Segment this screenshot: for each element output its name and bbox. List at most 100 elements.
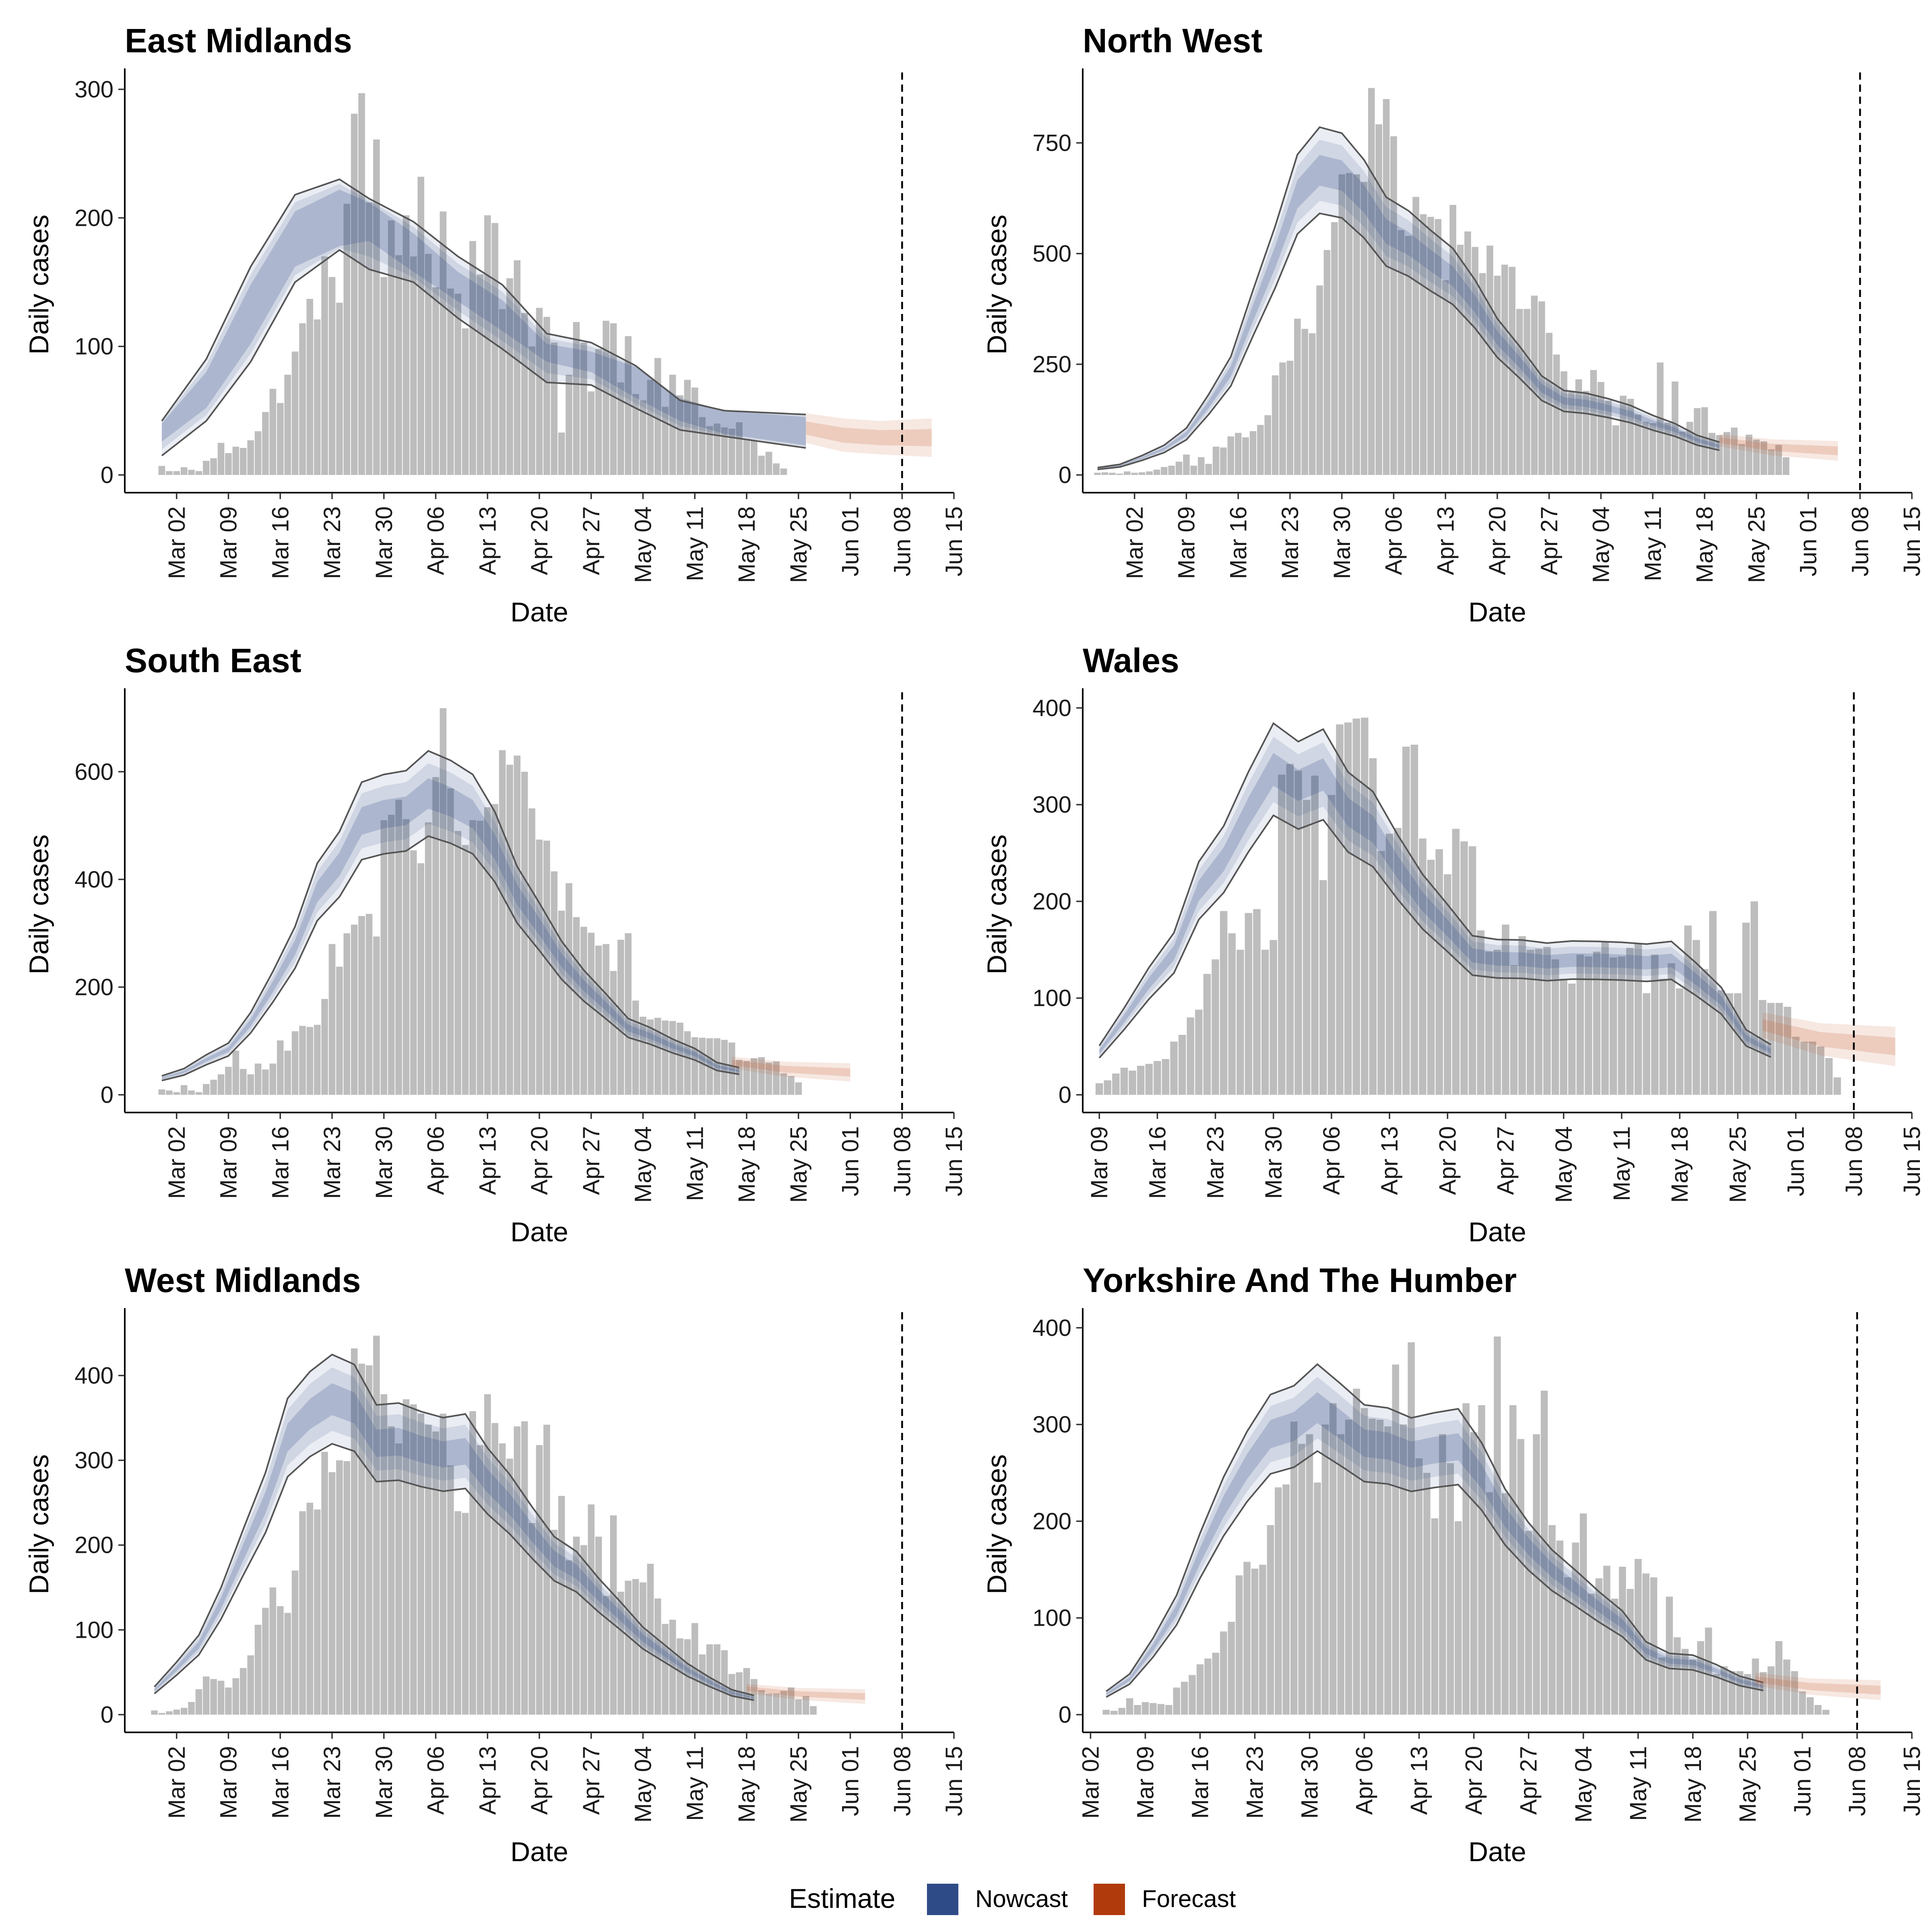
case-bar (1681, 1649, 1689, 1715)
case-bar (1595, 1578, 1603, 1715)
case-bar (558, 432, 565, 475)
nowcast-ci-upper-line (1098, 722, 1771, 1046)
case-bar (1415, 1458, 1423, 1715)
case-bar (247, 440, 254, 475)
case-bar (410, 256, 417, 475)
case-bar (1170, 1041, 1178, 1095)
case-bar (1478, 1405, 1485, 1715)
case-bar (1750, 901, 1758, 1095)
case-bar (573, 322, 580, 475)
case-bar (1154, 1061, 1161, 1095)
case-bar (1253, 909, 1261, 1095)
case-bar (691, 1037, 698, 1095)
forecast-band-inner (806, 421, 932, 446)
case-bar (277, 1606, 284, 1715)
x-tick-label: Mar 02 (1077, 1746, 1104, 1819)
case-bar (1227, 436, 1234, 475)
case-bar (1611, 1598, 1618, 1715)
x-tick-label: May 11 (682, 1746, 708, 1821)
x-tick-label: May 11 (682, 1126, 708, 1201)
forecast-band-inner (1755, 1676, 1881, 1695)
x-tick-label: Jun 01 (1790, 1746, 1816, 1816)
case-bar (1316, 285, 1323, 475)
case-bar (1494, 276, 1501, 475)
case-bar (1576, 954, 1584, 1095)
case-bar (1110, 1711, 1118, 1715)
case-bar (743, 1668, 750, 1715)
x-tick-label: Mar 30 (371, 506, 397, 579)
case-bar (491, 1423, 498, 1715)
case-bar (1693, 940, 1700, 1095)
case-bar (269, 1587, 277, 1715)
x-tick-label: Mar 16 (267, 506, 293, 579)
case-bar (625, 1581, 632, 1715)
case-bar (1518, 936, 1526, 1095)
case-bar (1220, 447, 1227, 475)
case-bar (1783, 1660, 1790, 1715)
nowcast-ci-lower-line (1106, 1450, 1764, 1698)
panel-north-west: North West 0 250 500 750 Mar 02 Mar 09 Mar 16 Ma… (982, 22, 1925, 627)
case-bars (158, 708, 802, 1095)
case-bar (647, 1019, 654, 1095)
nowcast-band-50 (162, 184, 806, 450)
case-bar (240, 1668, 247, 1715)
case-bar (240, 1069, 247, 1095)
case-bar (328, 1472, 336, 1715)
case-bar (1286, 361, 1294, 475)
case-bar (1338, 174, 1346, 475)
case-bar (336, 966, 343, 1095)
case-bar (580, 343, 587, 475)
case-bar (306, 1027, 314, 1095)
case-bar (1676, 988, 1684, 1095)
case-bar (351, 114, 358, 475)
case-bar (484, 1394, 491, 1715)
x-tick-label: Mar 30 (1297, 1746, 1323, 1819)
x-tick-label: Jun 01 (838, 1746, 864, 1816)
case-bar (1321, 1424, 1329, 1715)
forecast-band-outer (1755, 1673, 1881, 1700)
x-tick-label: May 25 (1725, 1126, 1751, 1203)
case-bar (1271, 375, 1279, 475)
case-bar (277, 403, 284, 475)
case-bar (617, 382, 624, 475)
nowcast-ci-lower-line (161, 835, 739, 1082)
x-tick-label: Mar 02 (1122, 506, 1148, 579)
case-bar (225, 453, 232, 475)
case-bar (617, 1591, 624, 1715)
x-tick-label: Apr 06 (423, 1746, 449, 1815)
legend-title: Estimate (789, 1883, 896, 1914)
case-bar (499, 1443, 506, 1715)
y-axis-title: Daily cases (982, 215, 1012, 355)
case-bar (506, 278, 513, 475)
case-bar (1501, 1493, 1509, 1715)
case-bar (299, 1511, 306, 1715)
panel-wales: Wales 0 100 200 300 400 Mar 09 Mar 16 Mar 23 Mar … (982, 642, 1925, 1247)
case-bar (1612, 425, 1619, 475)
x-tick-label: Mar 30 (1261, 1126, 1287, 1199)
case-bar (1220, 911, 1228, 1095)
case-bar (1309, 333, 1316, 475)
case-bar (1726, 993, 1733, 1095)
case-bar (566, 883, 572, 1095)
x-tick-label: Mar 09 (216, 1126, 242, 1199)
case-bar (588, 933, 595, 1095)
x-tick-label: May 25 (1744, 506, 1770, 583)
case-bar (462, 328, 469, 475)
x-tick-label: May 25 (786, 1746, 812, 1823)
case-bar (1329, 1403, 1337, 1715)
case-bar (1464, 231, 1471, 475)
nowcast-band-50 (1106, 1377, 1763, 1697)
case-bar (1517, 1439, 1525, 1715)
x-tick-label: May 04 (630, 506, 656, 583)
case-bar (291, 351, 299, 475)
case-bar (402, 819, 410, 1095)
case-bar (1619, 1567, 1626, 1715)
case-bar (306, 1503, 314, 1715)
x-tick-label: Mar 30 (371, 1746, 397, 1819)
nowcast-band-20 (1106, 1392, 1763, 1695)
case-bar (1390, 136, 1397, 475)
x-tick-label: May 11 (1625, 1746, 1651, 1821)
case-bar (654, 1018, 661, 1095)
forecast-band-inner (732, 1060, 850, 1077)
case-bar (1642, 1573, 1649, 1715)
